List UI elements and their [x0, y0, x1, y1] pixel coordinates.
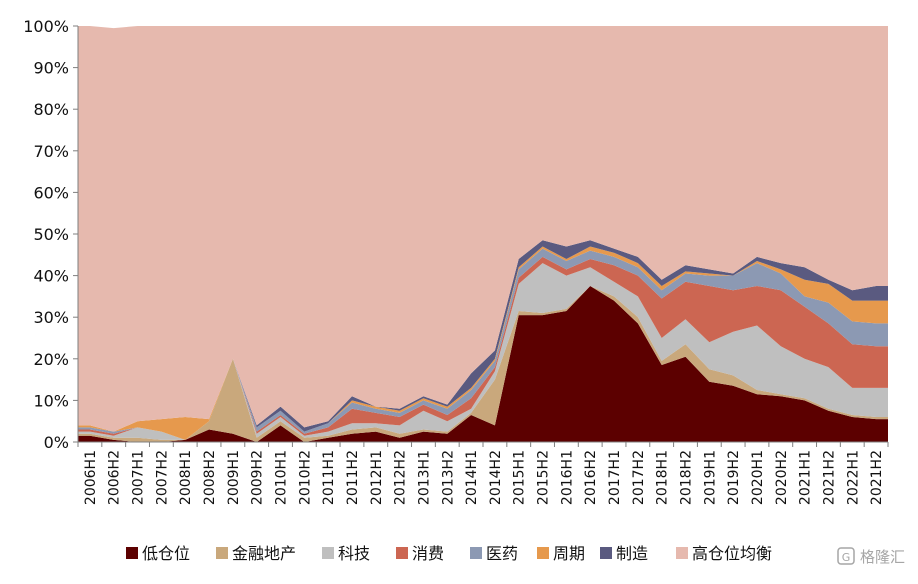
y-tick-label: 0%	[44, 433, 69, 452]
legend-swatch	[216, 547, 228, 559]
legend-label: 周期	[553, 544, 585, 563]
y-tick-label: 40%	[33, 267, 69, 286]
x-tick-label: 2009H1	[226, 450, 242, 505]
legend-swatch	[322, 547, 334, 559]
watermark-text: 格隆汇	[860, 548, 905, 566]
x-tick-label: 2010H2	[297, 450, 313, 505]
x-tick-label: 2008H1	[178, 450, 194, 505]
x-tick-label: 2016H1	[559, 450, 575, 505]
area-series-7	[78, 26, 888, 432]
x-tick-label: 2014H2	[488, 450, 504, 505]
x-tick-label: 2021H1	[798, 450, 814, 505]
x-tick-label: 2014H1	[464, 450, 480, 505]
legend-swatch	[676, 547, 688, 559]
legend-swatch	[126, 547, 138, 559]
x-tick-label: 2015H2	[536, 450, 552, 505]
watermark-logo-icon	[837, 547, 855, 565]
x-tick-label: 2016H2	[583, 450, 599, 505]
x-tick-label: 2011H2	[345, 450, 361, 505]
y-tick-label: 50%	[33, 225, 69, 244]
x-tick-label: 2017H2	[631, 450, 647, 505]
x-axis-ticks: 2006H1 2006H2 2007H1 2007H2 2008H1 2008H2 2009…	[77, 442, 889, 505]
x-tick-label: 2010H1	[274, 450, 290, 505]
x-tick-label: 2006H2	[107, 450, 123, 505]
y-tick-label: 90%	[33, 59, 69, 78]
y-tick-label: 80%	[33, 100, 69, 119]
x-tick-label: 2008H2	[202, 450, 218, 505]
legend-label: 制造	[616, 544, 648, 563]
x-tick-label: 2021H2	[821, 450, 837, 505]
y-tick-label: 60%	[33, 183, 69, 202]
x-tick-label: 2006H1	[83, 450, 99, 505]
x-tick-label: 2013H2	[440, 450, 456, 505]
area-series-0	[78, 286, 888, 442]
y-tick-label: 20%	[33, 350, 69, 369]
y-tick-label: 70%	[33, 142, 69, 161]
legend-label: 医药	[486, 544, 518, 563]
legend-label: 低仓位	[142, 544, 190, 563]
legend-swatch	[600, 547, 612, 559]
x-tick-label: 2012H2	[393, 450, 409, 505]
legend: 低仓位 金融地产 科技 消费 医药 周期 制造 高仓位均衡	[126, 544, 772, 563]
series-areas	[78, 26, 888, 442]
y-tick-label: 30%	[33, 308, 69, 327]
legend-swatch	[537, 547, 549, 559]
x-tick-label: 2011H1	[321, 450, 337, 505]
legend-swatch	[470, 547, 482, 559]
x-tick-label: 2012H1	[369, 450, 385, 505]
x-tick-label: 2019H1	[702, 450, 718, 505]
legend-label: 消费	[412, 544, 444, 563]
x-tick-label: 2022H1	[845, 450, 861, 505]
y-tick-label: 10%	[33, 391, 69, 410]
area-series-3	[78, 256, 888, 440]
x-tick-label: 2018H2	[679, 450, 695, 505]
x-tick-label: 2007H2	[154, 450, 170, 505]
x-tick-label: 2018H1	[655, 450, 671, 505]
y-axis-ticks: 0% 10% 20% 30% 40% 50% 60% 70% 80% 90% 100%	[23, 17, 78, 452]
x-tick-label: 2015H1	[512, 450, 528, 505]
area-series-2	[78, 263, 888, 440]
legend-label: 金融地产	[232, 544, 296, 563]
y-tick-label: 100%	[23, 17, 69, 36]
x-tick-label: 2007H1	[131, 450, 147, 505]
legend-label: 高仓位均衡	[692, 544, 772, 563]
x-tick-label: 2020H1	[750, 450, 766, 505]
x-tick-label: 2020H2	[774, 450, 790, 505]
legend-swatch	[396, 547, 408, 559]
watermark: G 格隆汇	[837, 547, 905, 566]
area-series-5	[78, 246, 888, 440]
x-tick-label: 2009H2	[250, 450, 266, 505]
area-series-1	[78, 286, 888, 442]
legend-label: 科技	[338, 544, 370, 563]
x-tick-label: 2017H1	[607, 450, 623, 505]
x-tick-label: 2019H2	[726, 450, 742, 505]
svg-text:G: G	[842, 551, 851, 564]
x-tick-label: 2021H2	[869, 450, 885, 505]
x-tick-label: 2013H1	[416, 450, 432, 505]
